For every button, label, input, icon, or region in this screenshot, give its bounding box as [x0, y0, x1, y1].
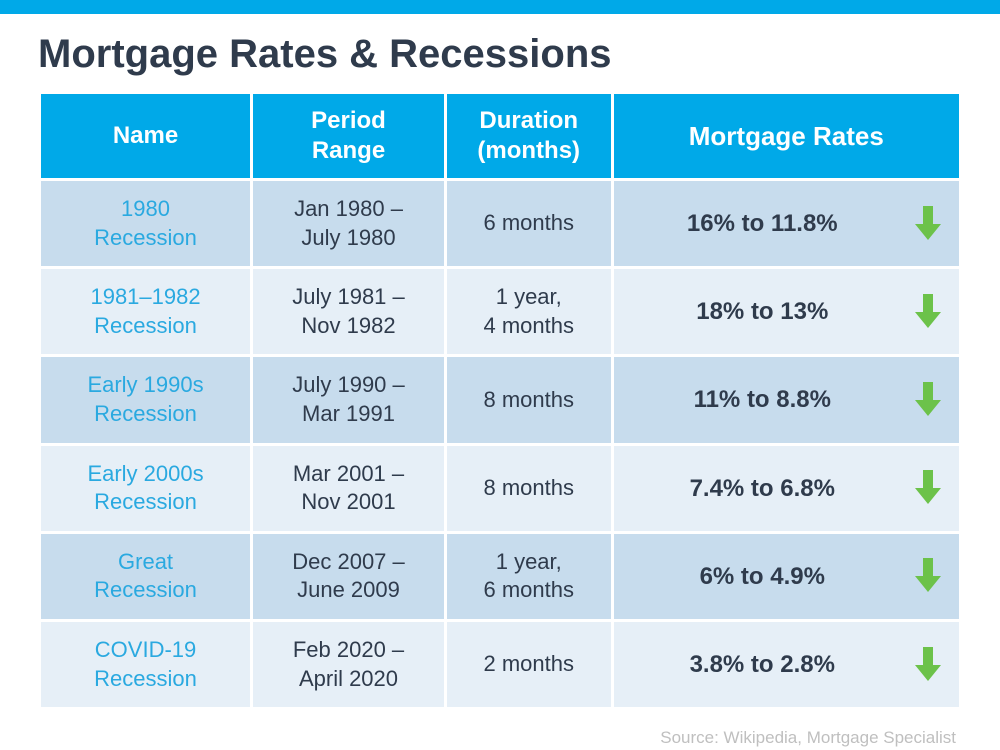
- top-accent-bar: [0, 0, 1000, 14]
- cell-period: July 1981 –Nov 1982: [253, 269, 444, 354]
- cell-name: COVID-19Recession: [41, 622, 250, 707]
- cell-name: Early 1990sRecession: [41, 357, 250, 442]
- col-header-period: PeriodRange: [253, 94, 444, 178]
- table-row: 1980RecessionJan 1980 –July 19806 months…: [41, 181, 959, 266]
- arrow-down-icon: [915, 647, 941, 683]
- table-header-row: Name PeriodRange Duration(months) Mortga…: [41, 94, 959, 178]
- rates-value: 11% to 8.8%: [694, 386, 831, 413]
- cell-duration: 1 year,6 months: [447, 534, 611, 619]
- rates-value: 16% to 11.8%: [687, 210, 838, 237]
- cell-period: Feb 2020 –April 2020: [253, 622, 444, 707]
- rates-value: 3.8% to 2.8%: [690, 651, 835, 678]
- cell-period: July 1990 –Mar 1991: [253, 357, 444, 442]
- cell-rates: 18% to 13%: [614, 269, 959, 354]
- cell-name: 1981–1982Recession: [41, 269, 250, 354]
- cell-period: Jan 1980 –July 1980: [253, 181, 444, 266]
- cell-duration: 8 months: [447, 446, 611, 531]
- cell-duration: 1 year,4 months: [447, 269, 611, 354]
- rates-value: 6% to 4.9%: [700, 563, 825, 590]
- table-row: COVID-19RecessionFeb 2020 –April 20202 m…: [41, 622, 959, 707]
- content-wrapper: Mortgage Rates & Recessions Name PeriodR…: [0, 14, 1000, 720]
- cell-duration: 6 months: [447, 181, 611, 266]
- cell-rates: 16% to 11.8%: [614, 181, 959, 266]
- table-row: Early 1990sRecessionJuly 1990 –Mar 19918…: [41, 357, 959, 442]
- cell-rates: 11% to 8.8%: [614, 357, 959, 442]
- arrow-down-icon: [915, 382, 941, 418]
- table-row: GreatRecessionDec 2007 –June 20091 year,…: [41, 534, 959, 619]
- cell-name: 1980Recession: [41, 181, 250, 266]
- arrow-down-icon: [915, 558, 941, 594]
- col-header-name: Name: [41, 94, 250, 178]
- col-header-rates: Mortgage Rates: [614, 94, 959, 178]
- recessions-table: Name PeriodRange Duration(months) Mortga…: [38, 91, 962, 710]
- cell-rates: 6% to 4.9%: [614, 534, 959, 619]
- cell-rates: 3.8% to 2.8%: [614, 622, 959, 707]
- arrow-down-icon: [915, 294, 941, 330]
- cell-name: GreatRecession: [41, 534, 250, 619]
- arrow-down-icon: [915, 470, 941, 506]
- cell-duration: 2 months: [447, 622, 611, 707]
- col-header-duration: Duration(months): [447, 94, 611, 178]
- source-attribution: Source: Wikipedia, Mortgage Specialist: [0, 720, 1000, 748]
- cell-period: Mar 2001 –Nov 2001: [253, 446, 444, 531]
- table-row: 1981–1982RecessionJuly 1981 –Nov 19821 y…: [41, 269, 959, 354]
- table-row: Early 2000sRecessionMar 2001 –Nov 20018 …: [41, 446, 959, 531]
- arrow-down-icon: [915, 206, 941, 242]
- rates-value: 18% to 13%: [696, 298, 828, 325]
- cell-rates: 7.4% to 6.8%: [614, 446, 959, 531]
- cell-period: Dec 2007 –June 2009: [253, 534, 444, 619]
- page-title: Mortgage Rates & Recessions: [38, 32, 962, 77]
- cell-name: Early 2000sRecession: [41, 446, 250, 531]
- rates-value: 7.4% to 6.8%: [690, 475, 835, 502]
- cell-duration: 8 months: [447, 357, 611, 442]
